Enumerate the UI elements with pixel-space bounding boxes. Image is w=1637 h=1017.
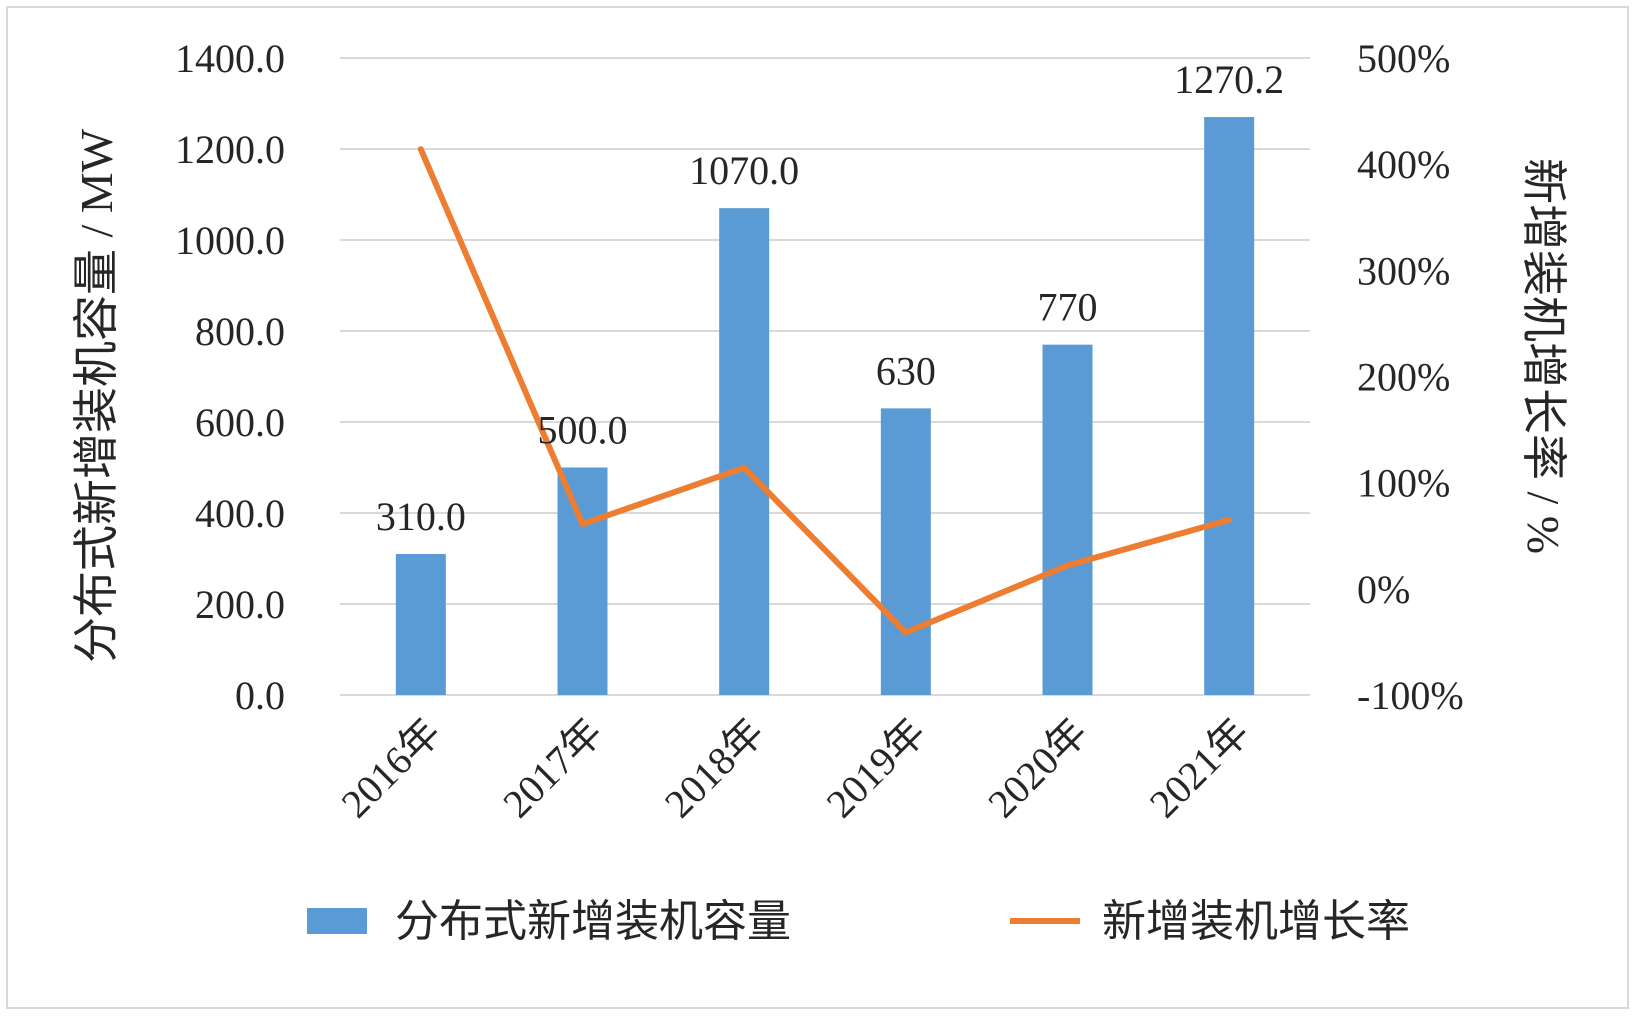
y2-tick-label: 0%	[1357, 567, 1410, 612]
legend: 分布式新增装机容量 新增装机增长率	[307, 897, 1410, 946]
bar-data-label: 770	[1038, 285, 1098, 330]
line-point	[741, 464, 748, 471]
bar	[1042, 344, 1093, 695]
bar-data-labels: 310.0 500.0 1070.0 630 770 1270.2	[376, 57, 1284, 539]
bar-series	[395, 117, 1255, 695]
y2-tick-label: -100%	[1357, 673, 1464, 718]
right-axis-ticks: -100% 0% 100% 200% 300% 400% 500%	[1357, 36, 1464, 718]
x-tick-label: 2020年	[979, 710, 1096, 827]
legend-line-label: 新增装机增长率	[1102, 897, 1410, 946]
x-tick-label: 2021年	[1141, 710, 1258, 827]
left-axis-title: 分布式新增装机容量 / MW	[71, 128, 122, 663]
category-axis-ticks: 2016年 2017年 2018年 2019年 2020年 2021年	[333, 710, 1258, 827]
y-tick-label: 200.0	[195, 582, 285, 627]
growth-rate-line	[417, 146, 1233, 636]
y2-tick-label: 300%	[1357, 248, 1450, 293]
x-tick-label: 2019年	[818, 710, 935, 827]
chart-frame	[6, 6, 1629, 1009]
y2-tick-label: 100%	[1357, 461, 1450, 506]
bar-data-label: 310.0	[376, 494, 466, 539]
y-tick-label: 1400.0	[175, 36, 285, 81]
bar	[1204, 117, 1255, 695]
bar	[395, 553, 446, 695]
y2-tick-label: 400%	[1357, 142, 1450, 187]
gridlines	[340, 57, 1310, 696]
y-tick-label: 1000.0	[175, 218, 285, 263]
y2-tick-label: 200%	[1357, 355, 1450, 400]
right-axis-title: 新增装机增长率 / %	[1518, 158, 1569, 554]
legend-bar-label: 分布式新增装机容量	[395, 897, 791, 946]
y2-tick-label: 500%	[1357, 36, 1450, 81]
line-point	[902, 629, 909, 636]
bar-data-label: 630	[876, 348, 936, 393]
x-tick-label: 2017年	[494, 710, 611, 827]
y-tick-label: 400.0	[195, 491, 285, 536]
bar	[557, 467, 608, 695]
y-tick-label: 600.0	[195, 400, 285, 445]
left-axis-ticks: 0.0 200.0 400.0 600.0 800.0 1000.0 1200.0 1400.…	[175, 36, 285, 718]
line-point	[417, 146, 424, 153]
legend-bar-swatch	[307, 908, 367, 934]
line-point	[1226, 516, 1233, 523]
line-point	[1064, 562, 1071, 569]
line-series	[417, 146, 1233, 636]
x-tick-label: 2016年	[333, 710, 450, 827]
x-tick-label: 2018年	[656, 710, 773, 827]
bar-data-label: 1070.0	[689, 148, 799, 193]
line-point	[579, 521, 586, 528]
y-tick-label: 800.0	[195, 309, 285, 354]
y-tick-label: 1200.0	[175, 127, 285, 172]
bar	[719, 208, 770, 695]
bar-data-label: 1270.2	[1174, 57, 1284, 102]
bar	[880, 408, 931, 695]
y-tick-label: 0.0	[235, 673, 285, 718]
bar-data-label: 500.0	[538, 408, 628, 453]
